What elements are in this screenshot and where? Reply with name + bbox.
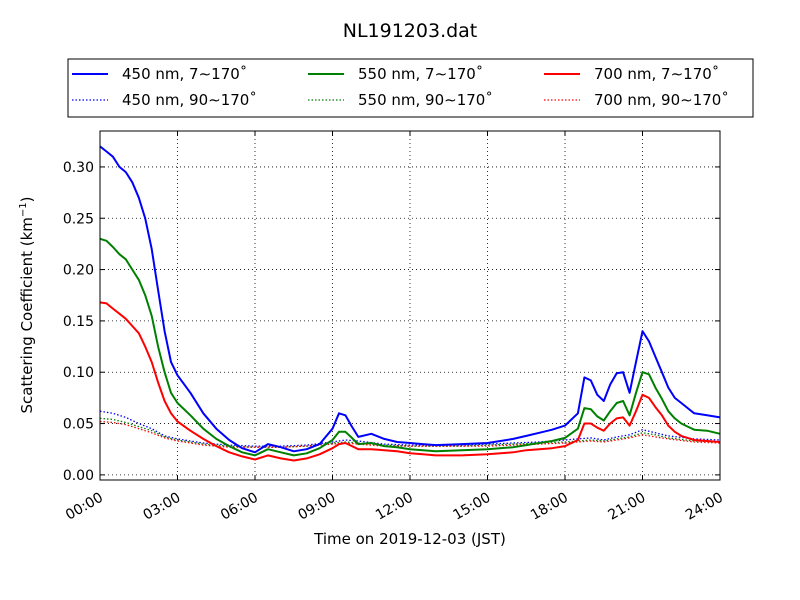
legend-box (67, 58, 754, 118)
legend-label: 550 nm, 7∼170˚ (358, 65, 483, 83)
chart-title: NL191203.dat (343, 20, 478, 42)
legend-label: 450 nm, 90∼170˚ (122, 91, 257, 109)
y-tick-label: 0.10 (63, 365, 94, 381)
x-tick-label: 21:00 (606, 490, 649, 524)
grid (100, 131, 720, 480)
legend: 450 nm, 7∼170˚ 550 nm, 7∼170˚ 700 nm, 7∼17… (67, 58, 754, 118)
y-tick-label: 0.00 (63, 468, 94, 484)
series-line-0 (99, 145, 721, 454)
y-tick-label: 0.30 (63, 160, 94, 176)
y-axis-label-end: ) (18, 196, 36, 202)
series-layer (99, 145, 721, 462)
series-line-4 (99, 417, 721, 448)
y-axis-label-main: Scattering Coefficient (km (18, 217, 36, 413)
x-axis-label: Time on 2019-12-03 (JST) (313, 530, 506, 548)
y-tick-label: 0.20 (63, 263, 94, 279)
x-tick-label: 24:00 (683, 490, 726, 524)
x-tick-label: 12:00 (373, 490, 416, 524)
series-line-2 (99, 301, 721, 462)
legend-label: 700 nm, 7∼170˚ (594, 65, 719, 83)
x-tick-label: 18:00 (528, 490, 571, 524)
legend-label: 450 nm, 7∼170˚ (122, 65, 247, 83)
x-tick-label: 09:00 (296, 490, 339, 524)
y-axis-label: Scattering Coefficient (km−1) (18, 196, 36, 413)
y-tick-label: 0.25 (63, 211, 94, 227)
y-tick-label: 0.15 (63, 314, 94, 330)
x-tick-label: 15:00 (451, 490, 494, 524)
y-axis: 0.00 0.05 0.10 0.15 0.20 0.25 0.30 (63, 160, 720, 484)
legend-label: 700 nm, 90∼170˚ (594, 91, 729, 109)
x-tick-label: 03:00 (141, 490, 184, 524)
series-line-1 (99, 237, 721, 457)
x-tick-label: 06:00 (218, 490, 261, 524)
x-axis: 00:00 03:00 06:00 09:00 12:00 15:00 18:00 21:00… (63, 131, 726, 524)
series-line-5 (99, 420, 721, 448)
legend-label: 550 nm, 90∼170˚ (358, 91, 493, 109)
x-tick-label: 00:00 (63, 490, 106, 524)
y-axis-label-sup: −1 (18, 202, 29, 217)
y-tick-label: 0.05 (63, 417, 94, 433)
series-line-3 (99, 410, 721, 447)
